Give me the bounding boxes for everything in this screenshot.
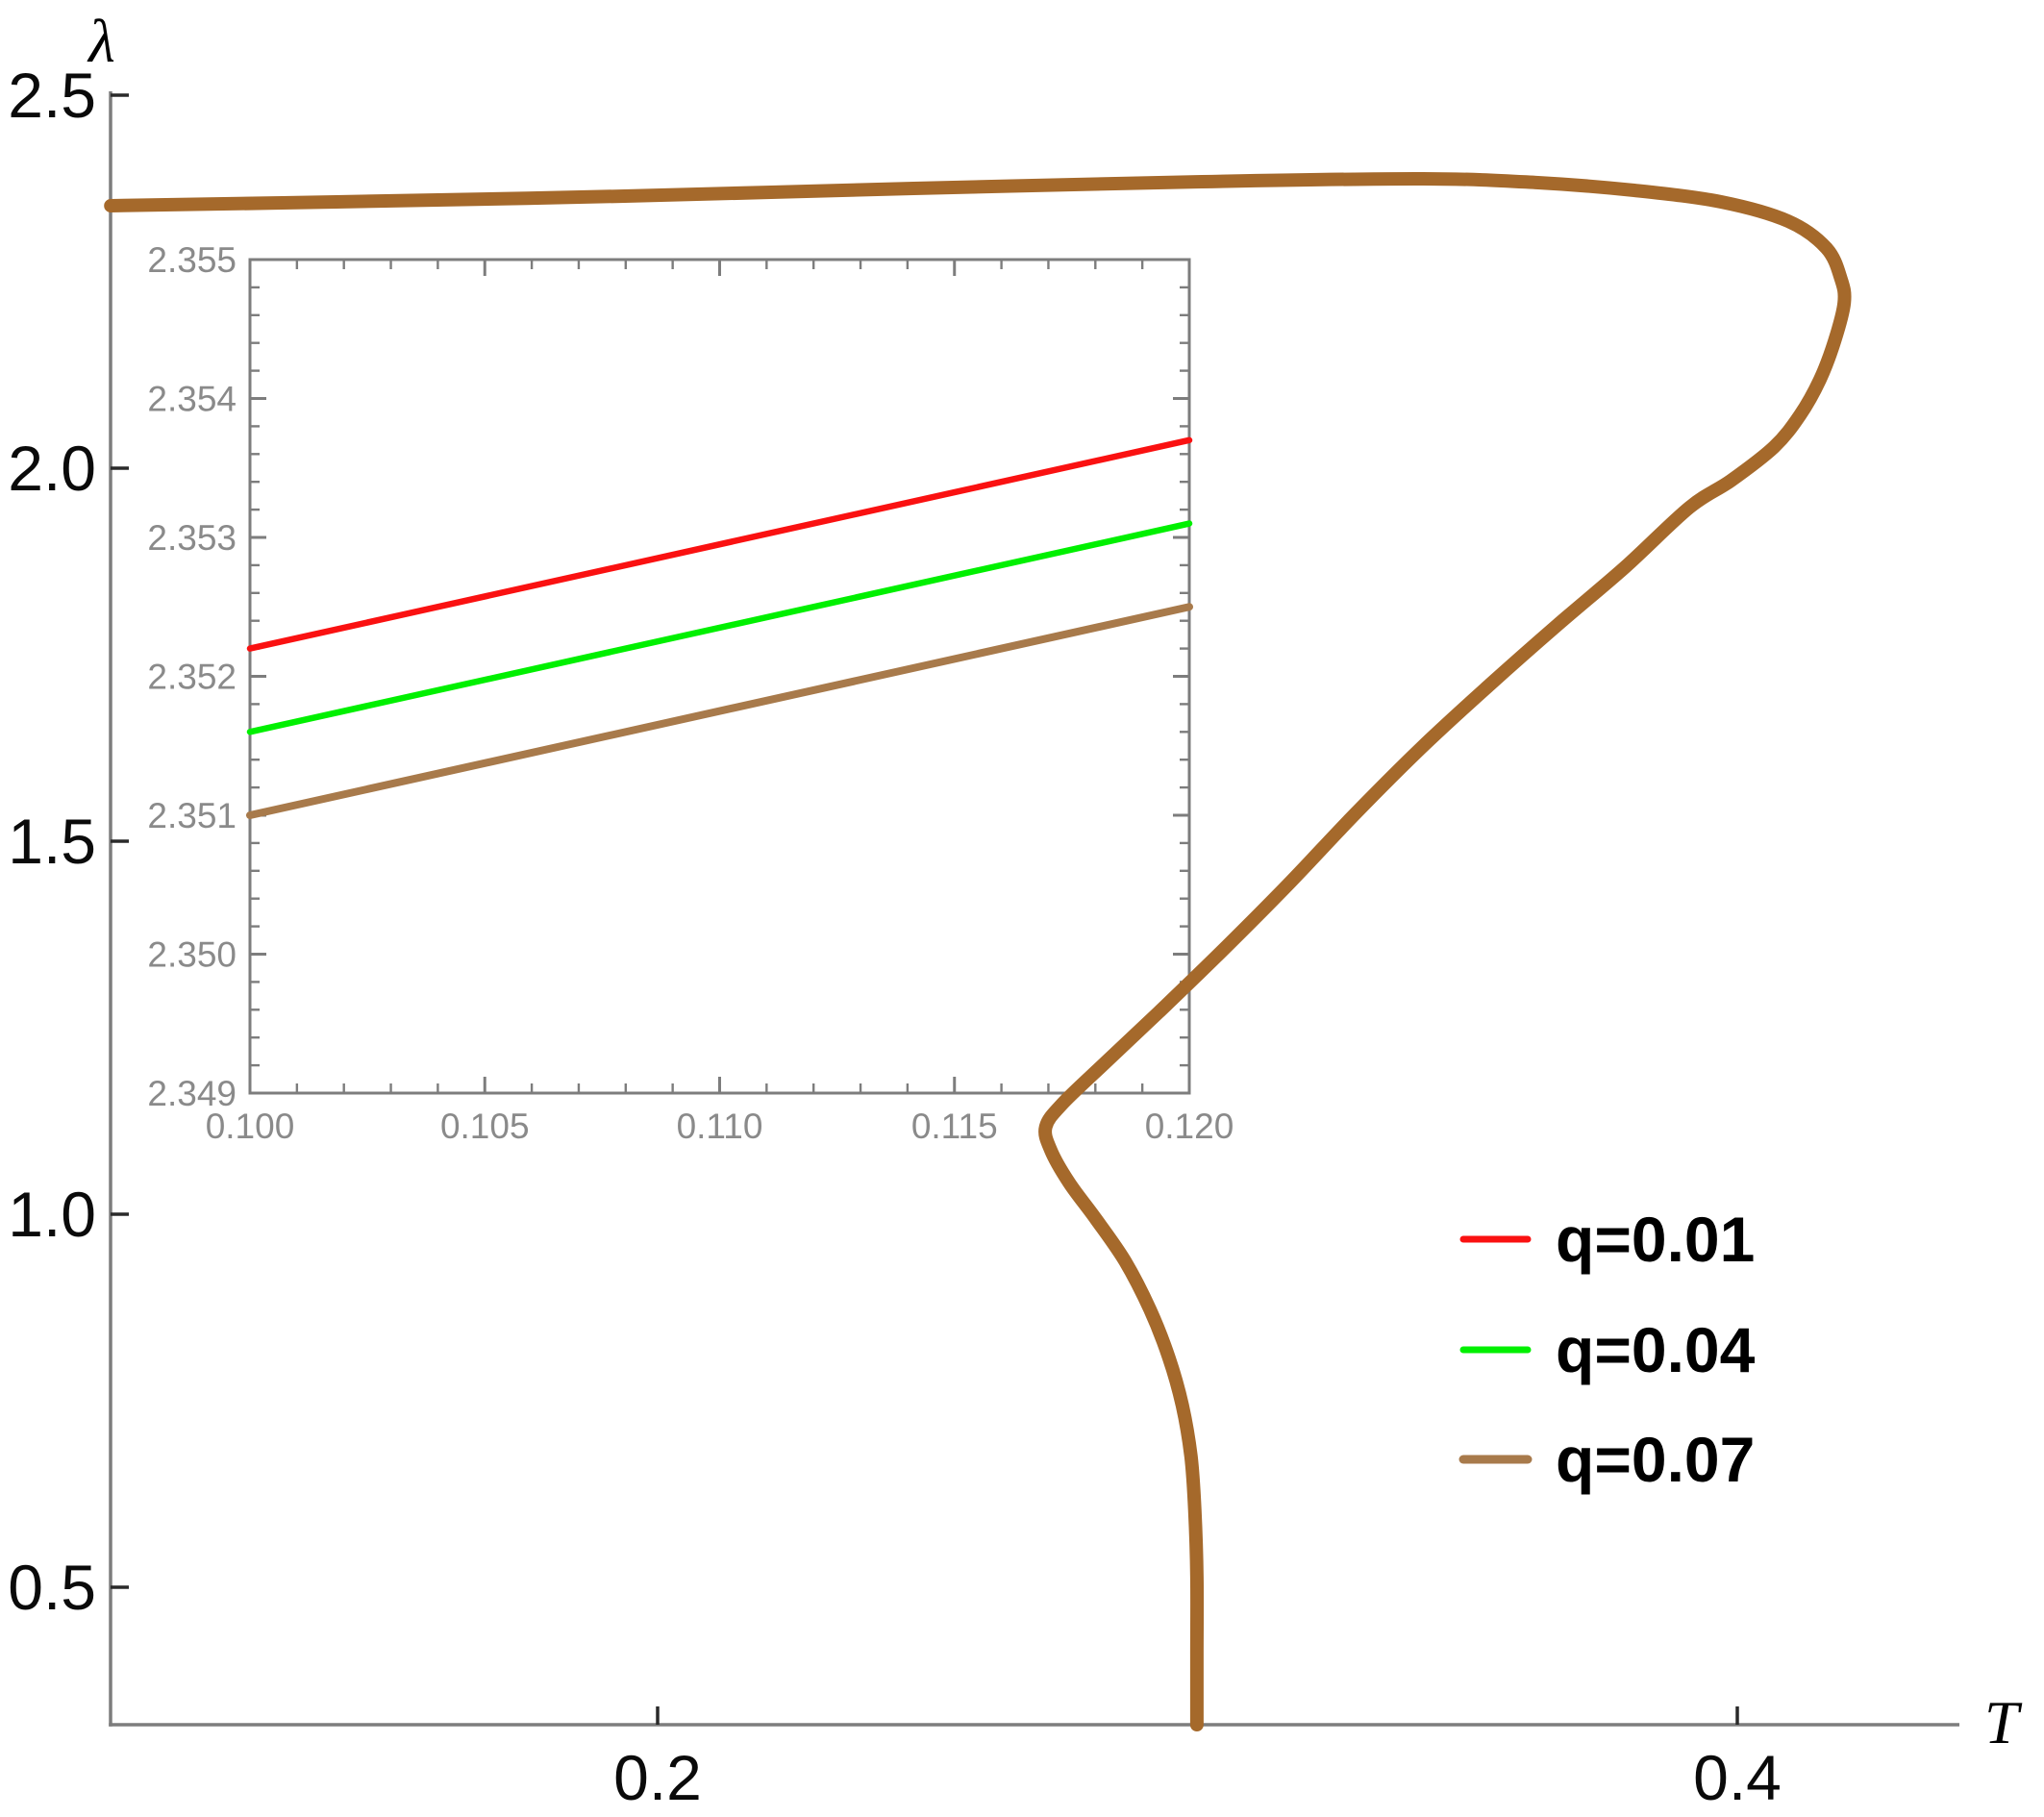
x-axis-tick-labels: 0.2 0.4: [613, 1742, 1782, 1813]
y-tick-label: 1.0: [8, 1179, 96, 1250]
x-tick-label: 0.2: [613, 1742, 702, 1813]
inset-frame: [248, 258, 1191, 1095]
inset-x-tick-label: 0.110: [677, 1107, 763, 1146]
inset-x-tick-label: 0.105: [440, 1107, 530, 1146]
inset-y-tick-labels: 2.355 2.354 2.353 2.352 2.351 2.350 2.349: [147, 240, 237, 1113]
x-tick-label: 0.4: [1693, 1742, 1782, 1813]
inset-ticks: [248, 258, 1191, 1095]
legend-item-q007: q=0.07: [1458, 1424, 1755, 1495]
legend-item-q001: q=0.01: [1459, 1204, 1755, 1275]
inset-x-tick-labels: 0.100 0.105 0.110 0.115 0.120: [206, 1107, 1234, 1146]
main-axes: 2.5 2.0 1.5 1.0 0.5 0.2 0.4 λ T: [8, 7, 2023, 1813]
legend-label-q001: q=0.01: [1556, 1204, 1755, 1275]
inset-line-q=0.07: [246, 603, 1193, 819]
y-tick-label: 2.5: [8, 60, 96, 131]
inset-y-tick-label: 2.355: [147, 240, 237, 280]
legend-item-q004: q=0.04: [1459, 1314, 1756, 1385]
legend-label-q007: q=0.07: [1556, 1424, 1755, 1495]
inset-y-tick-label: 2.354: [147, 380, 237, 419]
inset-y-tick-label: 2.353: [147, 518, 237, 558]
inset-line-q=0.04: [246, 520, 1193, 735]
inset-x-tick-label: 0.115: [911, 1107, 998, 1146]
y-axis-ticks: [111, 93, 129, 1589]
inset-plot: 2.355 2.354 2.353 2.352 2.351 2.350 2.349 0.10…: [147, 240, 1234, 1146]
y-tick-label: 0.5: [8, 1552, 96, 1623]
inset-y-tick-label: 2.352: [147, 658, 237, 697]
y-axis-tick-labels: 2.5 2.0 1.5 1.0 0.5: [8, 60, 96, 1623]
y-tick-label: 1.5: [8, 806, 96, 877]
legend: q=0.01 q=0.04 q=0.07: [1458, 1204, 1756, 1495]
legend-label-q004: q=0.04: [1556, 1314, 1756, 1385]
inset-line-q=0.01: [246, 436, 1193, 652]
y-tick-label: 2.0: [8, 433, 96, 504]
x-axis-ticks: [656, 1706, 1739, 1725]
inset-y-tick-label: 2.349: [147, 1074, 237, 1113]
inset-series-lines: [246, 436, 1193, 819]
inset-y-tick-label: 2.351: [147, 796, 237, 835]
main-curve-q007: [104, 171, 1852, 1731]
x-axis-label: T: [1984, 1688, 2023, 1756]
inset-x-tick-label: 0.100: [206, 1107, 295, 1146]
y-axis-label: λ: [87, 7, 115, 75]
inset-x-tick-label: 0.120: [1145, 1107, 1234, 1146]
inset-y-tick-label: 2.350: [147, 935, 237, 975]
